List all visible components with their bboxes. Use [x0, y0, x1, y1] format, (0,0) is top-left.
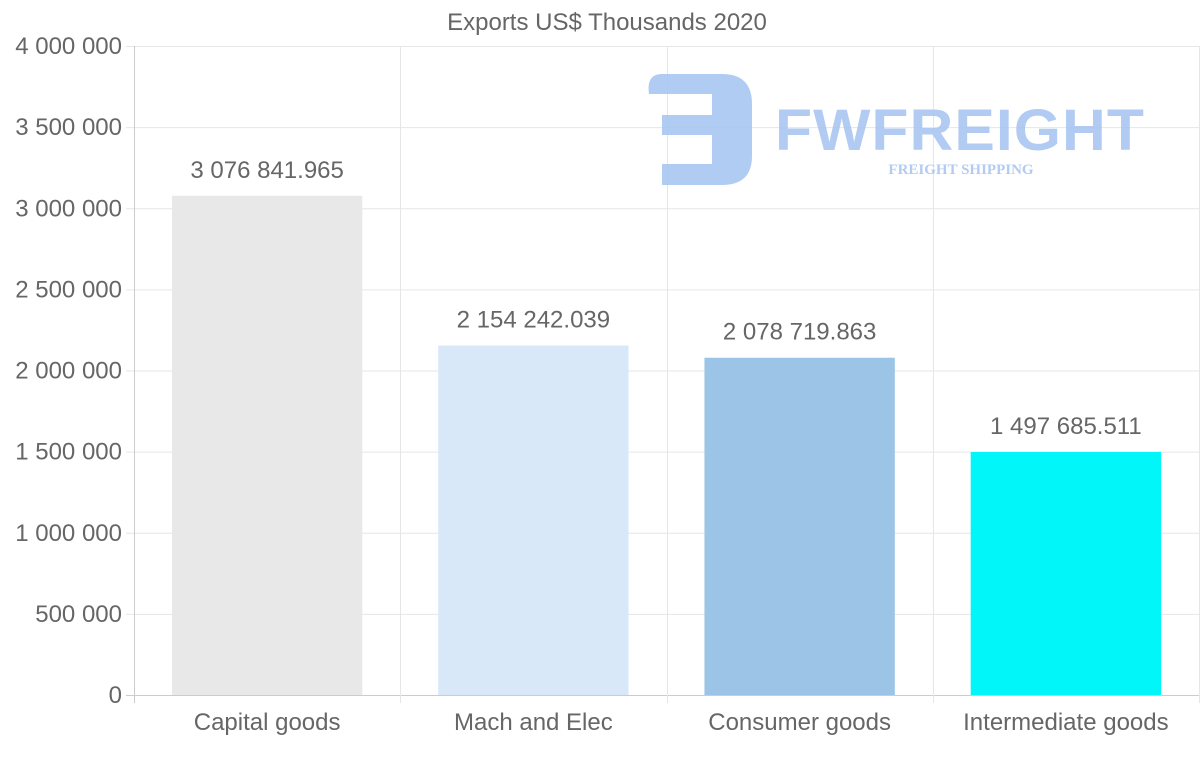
y-tick-label: 4 000 000 [15, 33, 122, 60]
x-tick-label: Capital goods [194, 709, 341, 736]
y-tick-label: 500 000 [35, 601, 122, 628]
watermark-tagline: FREIGHT SHIPPING [888, 162, 1033, 178]
y-tick-label: 1 000 000 [15, 520, 122, 547]
bars [171, 195, 1162, 695]
watermark-logo: FWFREIGHT FREIGHT SHIPPING [648, 74, 1145, 185]
y-tick-label: 1 500 000 [15, 439, 122, 466]
logo-mark-icon [648, 74, 752, 185]
bar-mach-and-elec [438, 345, 629, 695]
y-tick-label: 3 500 000 [15, 114, 122, 141]
watermark-brand: FWFREIGHT [775, 98, 1145, 163]
bar-capital-goods [171, 195, 363, 695]
y-tick-label: 0 [109, 682, 122, 709]
chart-title: Exports US$ Thousands 2020 [447, 9, 767, 36]
bar-intermediate-goods [970, 452, 1162, 695]
y-tick-label: 2 000 000 [15, 358, 122, 385]
y-tick-label: 2 500 000 [15, 276, 122, 303]
x-tick-label: Mach and Elec [454, 709, 613, 736]
data-label: 1 497 685.511 [990, 413, 1142, 440]
data-label: 2 154 242.039 [457, 306, 610, 333]
labels: 0 500 000 1 000 000 1 500 000 2 000 000 2 500… [15, 33, 1168, 736]
y-tick-label: 3 000 000 [15, 195, 122, 222]
x-tick-label: Intermediate goods [963, 709, 1168, 736]
x-tick-label: Consumer goods [708, 709, 891, 736]
data-label: 2 078 719.863 [723, 319, 876, 346]
data-label: 3 076 841.965 [190, 157, 343, 184]
bar-consumer-goods [704, 357, 895, 695]
